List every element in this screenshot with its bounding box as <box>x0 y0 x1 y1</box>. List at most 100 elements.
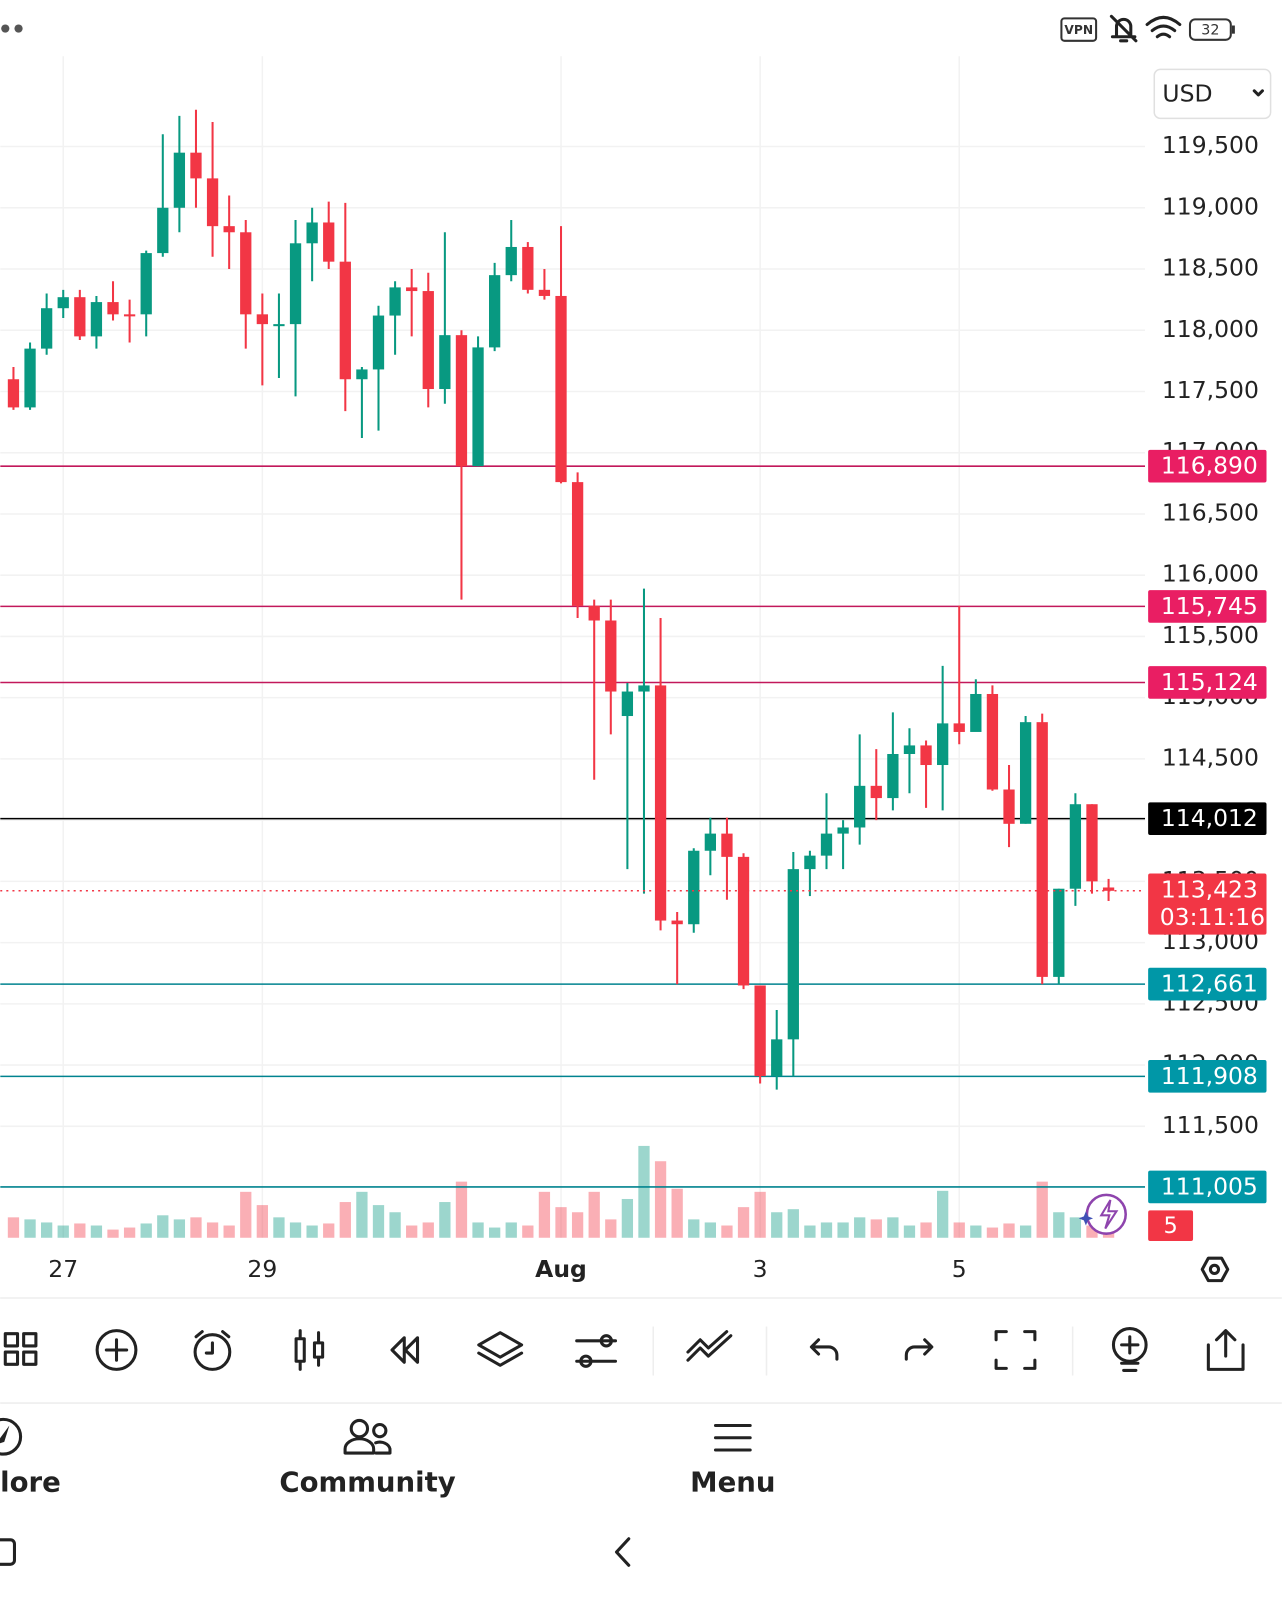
settings-icon[interactable] <box>1200 1256 1230 1283</box>
chart: 2729Aug35111,500112,000112,500113,000113… <box>0 56 1267 1283</box>
plot-area <box>0 56 1146 1238</box>
candle-body <box>1003 789 1015 824</box>
candle-body <box>754 985 766 1077</box>
candle-body <box>505 246 517 276</box>
volume-bar <box>754 1191 766 1238</box>
currency-label: USD <box>1162 79 1212 107</box>
level-label: 114,012 <box>1161 804 1258 832</box>
dot <box>1 24 10 33</box>
candle-body <box>538 289 551 296</box>
volume-bar <box>804 1225 816 1238</box>
candle-body <box>7 379 20 408</box>
level-label: 116,890 <box>1161 452 1258 480</box>
volume-bar <box>489 1227 501 1238</box>
share-button[interactable] <box>1206 1329 1245 1371</box>
volume-bar <box>704 1222 716 1238</box>
recents-button[interactable] <box>0 1538 16 1566</box>
add-button-plus <box>104 1338 129 1362</box>
candle-body <box>1069 804 1082 889</box>
settings-button[interactable] <box>575 1339 618 1363</box>
battery <box>1188 18 1232 41</box>
menu-icon[interactable] <box>713 1423 752 1452</box>
ideas-button[interactable] <box>1111 1327 1148 1363</box>
candle-body <box>588 605 600 621</box>
layout-button[interactable] <box>3 1332 38 1366</box>
candle-body <box>356 369 368 380</box>
back-button[interactable] <box>614 1537 631 1567</box>
x-tick-label: Aug <box>535 1255 587 1283</box>
toolbar <box>3 1327 1245 1372</box>
alert-badge <box>1148 1210 1194 1242</box>
level-label: 115,745 <box>1161 592 1258 620</box>
candle-body <box>306 222 318 244</box>
replay-button[interactable] <box>390 1336 420 1364</box>
ideas-button-detail <box>1120 1335 1140 1372</box>
volume-bar <box>937 1190 949 1238</box>
candle-body <box>206 178 219 227</box>
candle-body <box>820 833 833 856</box>
volume-bar <box>555 1207 567 1238</box>
volume-bar <box>339 1202 351 1238</box>
fullscreen-button[interactable] <box>994 1330 1037 1370</box>
candle-body <box>41 308 53 349</box>
y-tick-label: 111,500 <box>1162 1111 1259 1139</box>
volume-bar <box>538 1191 551 1238</box>
candle-body <box>140 253 152 315</box>
layers-button[interactable] <box>477 1331 524 1367</box>
nav-label[interactable]: Menu <box>690 1467 775 1499</box>
volume-bar <box>571 1212 584 1238</box>
candle-body <box>389 287 401 316</box>
slider-knob <box>579 1354 593 1368</box>
level-label: 111,005 <box>1161 1172 1258 1200</box>
community-icon[interactable] <box>349 1418 370 1439</box>
level-badge <box>1148 666 1267 699</box>
candle-body <box>920 745 932 766</box>
candle-body <box>406 287 418 292</box>
community-icon-part <box>372 1422 388 1439</box>
level-label: 115,124 <box>1161 668 1258 696</box>
currency-select[interactable] <box>1153 68 1272 120</box>
y-tick-label: 117,500 <box>1162 376 1259 404</box>
volume-bar <box>837 1222 849 1238</box>
volume-bar <box>854 1217 866 1238</box>
undo-button[interactable] <box>809 1338 839 1361</box>
volume-bar <box>721 1225 733 1238</box>
candle-body <box>190 152 202 179</box>
indicators-button[interactable] <box>686 1330 733 1362</box>
candle-body <box>240 232 252 315</box>
compass-needle <box>0 1425 10 1444</box>
nav-label[interactable]: lore <box>0 1467 61 1499</box>
candle-body <box>721 833 733 857</box>
candle-body <box>555 295 567 483</box>
slider-knob <box>599 1334 613 1348</box>
nav-label[interactable]: Community <box>279 1467 455 1499</box>
candle-body <box>339 261 351 380</box>
candle-body <box>273 324 285 327</box>
volume-bar <box>74 1223 86 1238</box>
volume-bar <box>123 1227 136 1238</box>
add-button[interactable] <box>95 1329 138 1371</box>
candle-body <box>472 347 484 467</box>
candle-body <box>903 745 916 754</box>
candle-body <box>1019 722 1032 824</box>
status-bar: VPN 32 <box>1 14 1235 43</box>
volume-bar <box>654 1161 667 1238</box>
volume-bar <box>1053 1212 1065 1238</box>
x-tick-label: 5 <box>952 1255 967 1283</box>
candle-body <box>854 785 866 828</box>
alert-button-hands <box>194 1330 231 1355</box>
explore-icon[interactable] <box>0 1417 23 1456</box>
vpn-box <box>1060 17 1098 42</box>
volume-bar <box>273 1217 285 1238</box>
volume-bar <box>57 1225 69 1238</box>
alert-button[interactable] <box>193 1333 232 1371</box>
redo-button[interactable] <box>904 1338 934 1361</box>
battery-level: 32 <box>1201 23 1219 39</box>
chart-type-button[interactable] <box>294 1329 325 1371</box>
volume-bar <box>588 1191 600 1238</box>
candle-body <box>737 856 750 986</box>
candle-body <box>937 723 949 766</box>
candle-body <box>157 207 169 254</box>
volume-bar <box>323 1223 335 1238</box>
